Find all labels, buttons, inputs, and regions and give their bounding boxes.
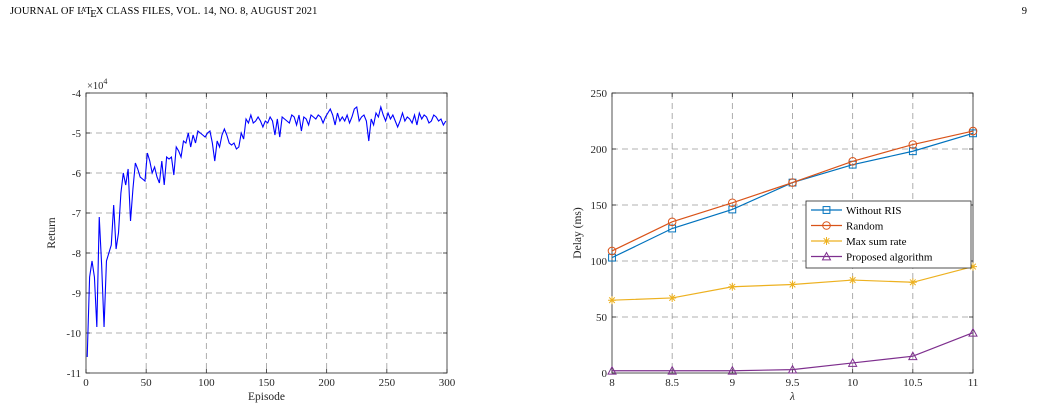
x-tick-label: 11 xyxy=(968,377,979,389)
chart-2: 8 8.5 9 9.5 10 10.5 11 0 50 100 150 200 250 λ Delay (m… xyxy=(572,88,978,403)
legend-label: Random xyxy=(846,221,884,233)
legend-item: Random xyxy=(811,221,884,233)
data-point xyxy=(848,157,857,166)
page-number: 9 xyxy=(1021,6,1027,17)
journal-header-suffix: CLASS FILES, VOL. 14, NO. 8, AUGUST 2021 xyxy=(103,6,318,17)
x-tick-label: 8 xyxy=(609,377,615,389)
y-tick-label: 0 xyxy=(602,368,608,380)
x-tick-label: 100 xyxy=(198,377,215,389)
legend-item: Max sum rate xyxy=(811,236,907,248)
legend-label: Without RIS xyxy=(846,205,901,217)
data-point xyxy=(969,262,977,271)
latex-x-letter: X xyxy=(95,6,104,17)
data-point xyxy=(667,365,678,375)
y-multiplier-label: ×104 xyxy=(87,77,107,92)
latex-a-letter: A xyxy=(80,4,87,14)
x-axis-label: λ xyxy=(789,391,795,403)
x-tick-label: 200 xyxy=(318,377,335,389)
axes-box xyxy=(85,92,448,374)
data-point xyxy=(847,357,858,367)
chart-1: 0 50 100 150 200 250 300 -11 -10 -9 -8 -7 -6 -5 -4 Epis… xyxy=(46,77,456,403)
y-tick-label: 200 xyxy=(591,144,608,156)
series-line xyxy=(611,130,974,252)
y-tick-label: -5 xyxy=(72,128,82,140)
y-multiplier-exponent: 4 xyxy=(103,77,107,86)
latex-e-letter: E xyxy=(90,8,97,20)
x-tick-label: 250 xyxy=(379,377,396,389)
x-tick-label: 9 xyxy=(730,377,736,389)
legend-label: Max sum rate xyxy=(846,236,907,248)
y-tick-label: -8 xyxy=(72,248,82,260)
data-point xyxy=(608,296,616,305)
x-tick-label: 300 xyxy=(439,377,456,389)
data-point xyxy=(667,217,677,227)
data-point xyxy=(787,364,798,374)
x-tick-label: 8.5 xyxy=(665,377,679,389)
y-tick-label: 250 xyxy=(591,88,608,100)
data-point xyxy=(968,327,978,337)
y-tick-label: -9 xyxy=(72,288,82,300)
journal-header-prefix: JOURNAL OF L xyxy=(10,6,84,17)
y-axis-label: Delay (ms) xyxy=(572,207,584,259)
y-multiplier-base: ×10 xyxy=(87,81,103,92)
y-tick-label: 50 xyxy=(596,312,608,324)
x-tick-label: 10 xyxy=(847,377,859,389)
x-tick-label: 9.5 xyxy=(786,377,800,389)
legend-label: Proposed algorithm xyxy=(846,252,933,264)
x-axis-label: Episode xyxy=(248,391,285,403)
data-point xyxy=(727,365,738,375)
y-tick-label: -6 xyxy=(72,168,82,180)
legend-item: Proposed algorithm xyxy=(811,251,933,264)
data-point xyxy=(907,351,918,361)
series-max-sum-rate xyxy=(608,262,977,305)
legend-marker xyxy=(822,206,831,214)
y-tick-label: 100 xyxy=(591,256,608,268)
x-tick-label: 150 xyxy=(258,377,275,389)
y-tick-label: -7 xyxy=(72,208,82,220)
legend-marker xyxy=(822,221,831,230)
data-point xyxy=(728,198,737,208)
data-point xyxy=(908,140,918,149)
y-tick-label: -10 xyxy=(66,328,81,340)
series-proposed-algorithm xyxy=(607,327,978,375)
series-random xyxy=(607,126,978,256)
legend-marker xyxy=(822,237,831,245)
legend-marker xyxy=(821,251,832,261)
data-point xyxy=(668,293,677,302)
journal-header: JOURNAL OF LATEX CLASS FILES, VOL. 14, N… xyxy=(10,4,318,20)
data-point xyxy=(607,246,617,256)
legend: Without RIS Random Max sum rate Proposed al… xyxy=(805,200,972,269)
series-line xyxy=(612,332,974,372)
y-tick-label: 150 xyxy=(591,200,608,212)
latex-t-letter: T xyxy=(85,6,92,17)
y-tick-label: -11 xyxy=(67,368,81,380)
data-point xyxy=(788,280,797,289)
data-point xyxy=(728,282,737,291)
y-tick-label: -4 xyxy=(72,88,82,100)
x-tick-label: 0 xyxy=(83,377,89,389)
return-series-line xyxy=(86,104,447,358)
data-point xyxy=(788,178,797,187)
data-point xyxy=(908,278,917,287)
data-point xyxy=(968,126,978,136)
data-point xyxy=(848,276,857,285)
x-tick-label: 50 xyxy=(141,377,153,389)
legend-item: Without RIS xyxy=(811,205,901,217)
x-tick-label: 10.5 xyxy=(903,377,923,389)
data-point xyxy=(607,365,617,375)
y-axis-label: Return xyxy=(46,217,58,249)
